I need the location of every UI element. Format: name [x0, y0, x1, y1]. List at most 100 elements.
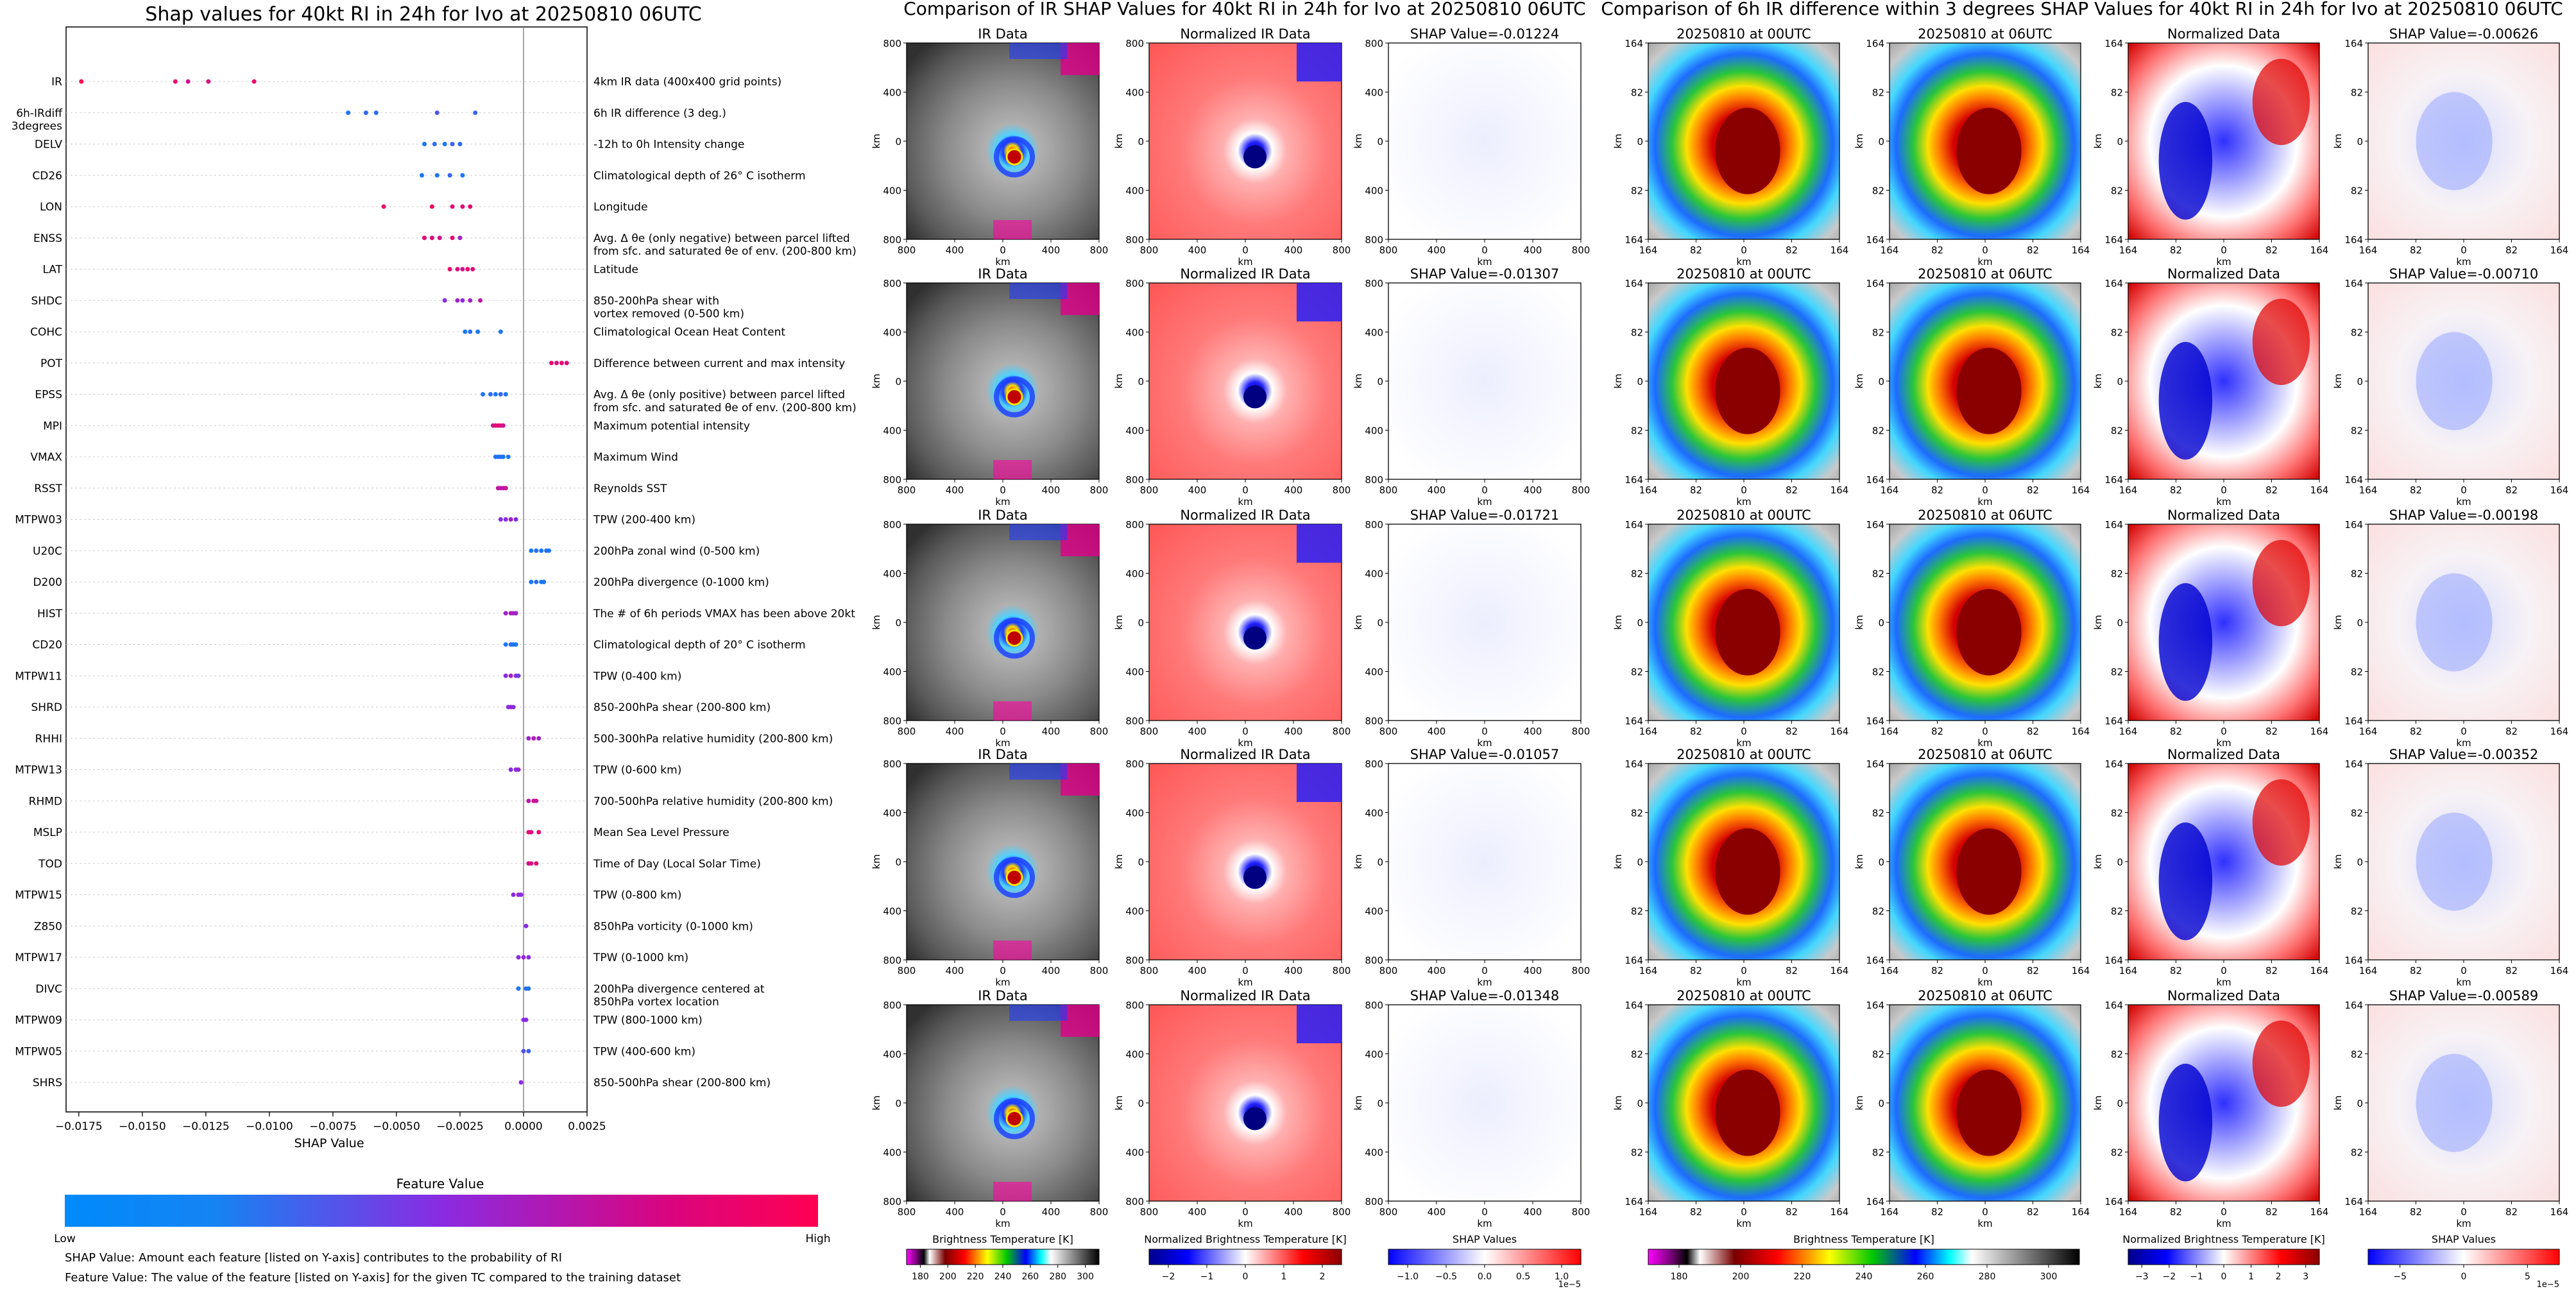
x-tick-label: 800 [1333, 965, 1351, 977]
shap-point [529, 548, 534, 553]
x-tick-label: 164 [1639, 244, 1658, 256]
x-tick-label: 400 [1188, 965, 1207, 977]
y-tick-label: 0 [2357, 376, 2363, 388]
x-tick-label: 82 [2027, 484, 2039, 496]
x-tick-label: 0 [1481, 244, 1488, 256]
shap-point [511, 892, 516, 897]
colorbar-tick-label: 2 [1320, 1272, 1326, 1282]
panel-title: 20250810 at 06UTC [1918, 26, 2052, 42]
colorbar-exponent: 1e−5 [2537, 1280, 2559, 1289]
y-tick-label: 400 [883, 1147, 901, 1159]
x-tick-label: 800 [1379, 726, 1398, 737]
panel-title: Normalized IR Data [1180, 508, 1310, 523]
shap-point [547, 548, 552, 553]
x-unit-label: km [995, 1218, 1010, 1229]
x-tick-label: 164 [2119, 484, 2138, 496]
panel-title: IR Data [978, 988, 1028, 1003]
neg-region [2158, 101, 2213, 220]
x-tick-label: 400 [1284, 1206, 1303, 1218]
cold-cloud [1009, 764, 1067, 780]
middle-title: Comparison of IR SHAP Values for 40kt RI… [903, 0, 1585, 19]
shap-point [500, 454, 506, 459]
shap-panel [1388, 42, 1582, 240]
x-tick-label: 400 [1428, 1206, 1446, 1218]
y-unit-label: km [1352, 854, 1364, 869]
shap-point [513, 611, 518, 616]
neg-region [2158, 583, 2213, 701]
colorbar-tick-label: 0 [1243, 1272, 1249, 1282]
x-tick-label: 400 [1284, 244, 1303, 256]
colorbar-tick-label: 280 [1979, 1272, 1996, 1282]
feature-name: CD26 [32, 169, 62, 182]
feature-description: 6h IR difference (3 deg.) [593, 107, 726, 120]
x-tick-label: 0 [1481, 484, 1488, 496]
shap-point [455, 298, 460, 303]
x-tick-label: 0 [1982, 1206, 1988, 1218]
x-tick-label: 82 [1690, 965, 1702, 977]
y-tick-label: 0 [2357, 1098, 2363, 1109]
panel-title: 20250810 at 00UTC [1676, 988, 1811, 1003]
colorbar-tick-label: 1.0 [1555, 1272, 1569, 1282]
x-tick-label: 82 [1786, 244, 1798, 256]
y-tick-label: 164 [2104, 1196, 2123, 1208]
y-tick-label: 0 [1138, 376, 1144, 388]
x-tick-label: 400 [1042, 484, 1061, 496]
storm-ring [994, 617, 1035, 659]
x-tick-label: 0 [2221, 726, 2227, 737]
x-tick-label: 164 [2310, 244, 2329, 256]
shap-point [79, 79, 84, 84]
x-tick-label: 0 [2221, 244, 2227, 256]
x-tick-label: 0 [1242, 726, 1249, 737]
feature-description: Climatological Ocean Heat Content [593, 326, 785, 339]
y-tick-label: 0 [2117, 1098, 2123, 1109]
feature-description: -12h to 0h Intensity change [593, 139, 744, 151]
feature-description: TPW (0-400 km) [593, 670, 681, 683]
cold-cloud [1009, 283, 1067, 299]
x-tick-label: 0 [1741, 965, 1747, 977]
x-tick-label: 82 [2170, 1206, 2182, 1218]
x-tick-label: 400 [1042, 965, 1061, 977]
cold-cloud [1297, 524, 1342, 563]
neg-region [2416, 573, 2493, 672]
x-tick-label: 400 [946, 244, 964, 256]
colorbar-tick-label: 5 [2525, 1272, 2530, 1282]
x-unit-label: km [1977, 977, 1992, 988]
colorbar-tick-label: 220 [1794, 1272, 1811, 1282]
x-tick-label: 164 [2359, 484, 2378, 496]
x-tick-label: 82 [2027, 1206, 2039, 1218]
colorbar-tick-label: 280 [1049, 1272, 1066, 1282]
panel-title: Normalized IR Data [1180, 747, 1310, 762]
storm-core [1715, 347, 1780, 434]
storm-eye [1243, 1107, 1267, 1131]
y-tick-label: 0 [1637, 617, 1643, 629]
y-tick-label: 164 [1866, 519, 1884, 531]
x-unit-label: km [1238, 737, 1252, 749]
x-unit-label: km [995, 977, 1010, 988]
y-tick-label: 800 [1125, 758, 1144, 770]
x-tick-label: 164 [1830, 1206, 1849, 1218]
feature-description: Climatological depth of 26° C isotherm [593, 169, 806, 182]
x-tick-label: 800 [1572, 965, 1591, 977]
feature-name: POT [40, 357, 63, 370]
x-tick-label: 0 [1741, 726, 1747, 737]
feature-name: IR [51, 76, 62, 89]
panel-title: IR Data [978, 26, 1028, 42]
y-tick-label: 82 [2351, 87, 2363, 99]
feature-name: VMAX [30, 451, 62, 464]
x-tick-label: 82 [1931, 244, 1943, 256]
x-tick-label: 0 [1242, 1206, 1249, 1218]
y-tick-label: 82 [1872, 327, 1884, 339]
shap-point [468, 298, 473, 303]
x-tick-label: 400 [946, 1206, 964, 1218]
x-tick-label: 82 [1690, 1206, 1702, 1218]
feature-description: TPW (0-1000 km) [593, 952, 688, 964]
colorbar-tick-label: 2 [2276, 1272, 2282, 1282]
feature-description: Longitude [593, 201, 648, 214]
x-tick-label: 0 [2221, 965, 2227, 977]
panel-title: SHAP Value=-0.00710 [2389, 266, 2539, 282]
x-tick-label: −0.0075 [309, 1120, 357, 1133]
shap-point [526, 798, 531, 803]
x-tick-label: 0 [1242, 244, 1249, 256]
x-tick-label: 0 [1242, 484, 1249, 496]
